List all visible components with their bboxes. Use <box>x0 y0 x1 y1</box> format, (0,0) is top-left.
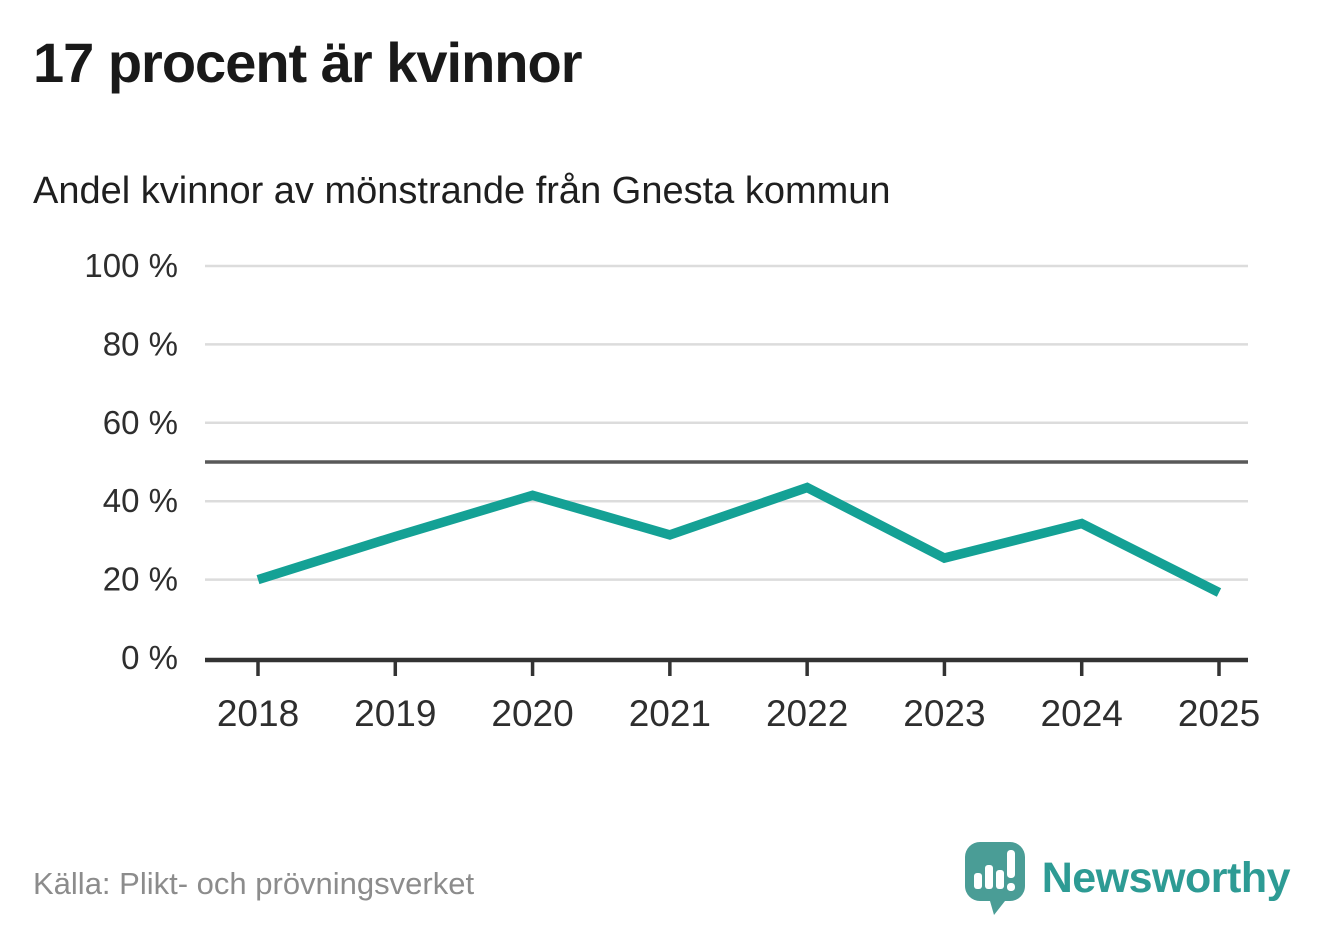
x-tick-label: 2021 <box>629 693 711 734</box>
y-tick-label: 100 % <box>84 247 178 284</box>
brand-wordmark: Newsworthy <box>1041 853 1291 902</box>
newsworthy-speech-bubble-chart-icon <box>964 842 1025 915</box>
x-tick-label: 2022 <box>766 693 848 734</box>
y-tick-label: 0 % <box>121 639 178 676</box>
brand-logo: Newsworthy <box>963 840 1291 916</box>
line-chart: 2018 2019 2020 2021 2022 2023 2024 2025 0 % 20 % 4… <box>84 247 1260 734</box>
chart-subtitle: Andel kvinnor av mönstrande från Gnesta … <box>33 170 891 212</box>
x-tick-label: 2019 <box>354 693 436 734</box>
y-tick-label: 40 % <box>103 482 178 519</box>
mini-bar-chart-glyph <box>973 850 1015 891</box>
x-tick-label: 2020 <box>491 693 573 734</box>
x-tick-label: 2023 <box>903 693 985 734</box>
x-tick-label: 2025 <box>1178 693 1260 734</box>
y-tick-label: 20 % <box>103 561 178 598</box>
y-tick-label: 60 % <box>103 404 178 441</box>
x-tick-label: 2018 <box>217 693 299 734</box>
data-line-andel-kvinnor <box>256 482 1222 597</box>
y-tick-label: 80 % <box>103 325 178 362</box>
chart-title: 17 procent är kvinnor <box>33 31 583 94</box>
x-tick-label: 2024 <box>1041 693 1123 734</box>
source-note: Källa: Plikt- och prövningsverket <box>33 866 475 901</box>
